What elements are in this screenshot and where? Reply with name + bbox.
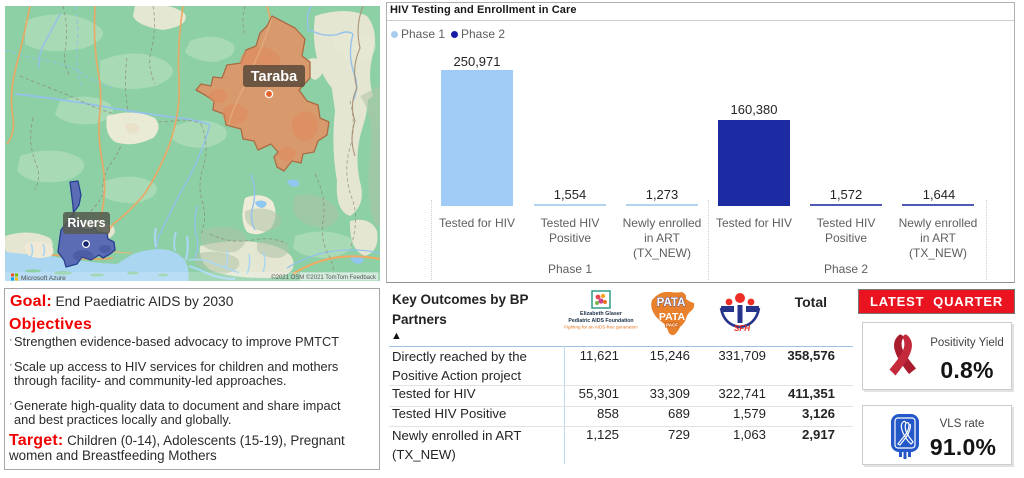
svg-text:Microsoft Azure: Microsoft Azure: [21, 275, 66, 281]
svg-text:PATA: PATA: [657, 297, 686, 309]
svg-text:Taraba: Taraba: [251, 69, 298, 85]
svg-text:©2021 OSM ©2021 TomTom Feedbac: ©2021 OSM ©2021 TomTom Feedback: [271, 274, 377, 281]
svg-text:SFH: SFH: [734, 324, 750, 332]
svg-text:PATA: PATA: [659, 311, 686, 323]
svg-text:Rivers: Rivers: [67, 216, 105, 230]
svg-text:Fighting for an AIDS-free gene: Fighting for an AIDS-free generation: [564, 325, 638, 330]
svg-text:Pediatric AIDS Foundation: Pediatric AIDS Foundation: [568, 318, 633, 324]
svg-text:PACF: PACF: [666, 323, 678, 328]
svg-text:Elizabeth Glaser: Elizabeth Glaser: [580, 311, 623, 317]
